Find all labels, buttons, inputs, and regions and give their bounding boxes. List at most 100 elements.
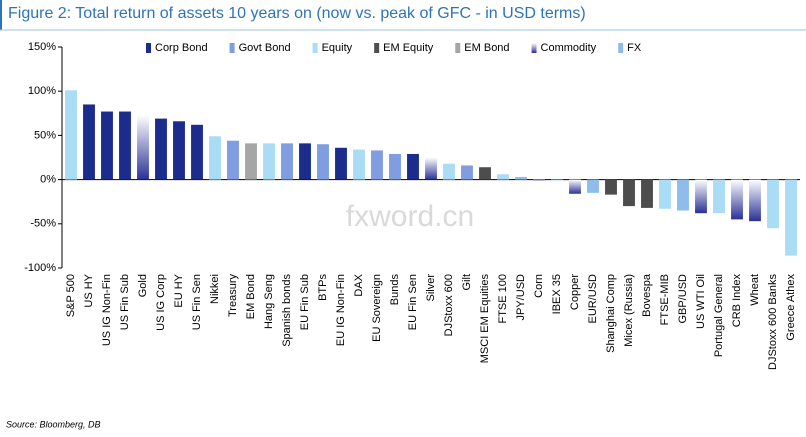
x-tick-label: Gilt	[461, 274, 473, 291]
legend-marker	[531, 43, 537, 53]
source: Source: Bloomberg, DB	[6, 419, 101, 429]
x-tick-label: US HY	[83, 273, 95, 307]
x-tick-label: MSCI EM Equities	[479, 274, 491, 364]
y-tick-label: -100%	[24, 262, 56, 274]
x-tick-label: US Fin Sen	[191, 274, 203, 330]
legend-label: Commodity	[541, 42, 597, 54]
x-tick-label: GBP/USD	[677, 274, 689, 324]
x-tick-label: DJStoxx 600	[443, 274, 455, 336]
x-tick-label: S&P 500	[65, 274, 77, 317]
legend-label: FX	[627, 42, 642, 54]
x-tick-label: EM Bond	[245, 274, 257, 319]
bar	[533, 179, 545, 181]
x-tick-label: Shanghai Comp	[605, 274, 617, 353]
bar	[407, 153, 419, 180]
x-tick-label: BTPs	[317, 274, 329, 301]
legend-marker	[455, 43, 461, 53]
bar	[119, 111, 131, 180]
x-tick-label: US Fin Sub	[119, 274, 131, 330]
x-tick-label: EU Sovereign	[371, 274, 383, 342]
bar	[155, 118, 167, 180]
bar	[731, 179, 743, 220]
bar	[83, 104, 95, 180]
bar	[227, 140, 239, 180]
x-tick-label: Treasury	[227, 274, 239, 317]
x-tick-label: IBEX 35	[551, 274, 563, 314]
bar	[587, 179, 599, 193]
bar	[317, 144, 329, 180]
legend-label: Equity	[322, 42, 353, 54]
x-tick-label: EUR/USD	[587, 274, 599, 324]
bar	[173, 121, 185, 180]
x-tick-label: FTSE-MIB	[659, 274, 671, 325]
bar	[713, 179, 725, 214]
bar	[335, 147, 347, 180]
x-tick-label: EU HY	[173, 273, 185, 307]
bar	[281, 143, 293, 180]
bar	[569, 179, 581, 194]
bar	[65, 90, 77, 180]
bar	[479, 167, 491, 180]
bar	[371, 150, 383, 180]
x-tick-label: FTSE 100	[497, 274, 509, 324]
bar	[425, 157, 437, 180]
x-tick-label: Wheat	[749, 274, 761, 306]
y-tick-label: 150%	[28, 41, 56, 53]
x-tick-label: Bunds	[389, 274, 401, 306]
x-tick-label: Hang Seng	[263, 274, 275, 329]
x-tick-label: Portugal General	[713, 274, 725, 357]
x-tick-label: Copper	[569, 274, 581, 310]
bar	[677, 179, 689, 211]
x-tick-label: Spanish bonds	[281, 274, 293, 347]
bar	[749, 179, 761, 222]
y-tick-label: 0%	[40, 174, 56, 186]
x-tick-label: US IG Corp	[155, 274, 167, 331]
x-tick-label: Bovespa	[641, 273, 653, 317]
bar	[461, 165, 473, 180]
legend-marker	[374, 43, 380, 53]
bar	[191, 124, 203, 180]
x-tick-label: US WTI Oil	[695, 274, 707, 329]
legend-label: Govt Bond	[239, 42, 291, 54]
legend-marker	[618, 43, 624, 53]
x-tick-label: Micex (Russia)	[623, 274, 635, 347]
bar	[209, 136, 221, 180]
title-accent	[0, 0, 2, 30]
legend-label: EM Equity	[383, 42, 434, 54]
bar	[641, 179, 653, 208]
x-tick-label: CRB Index	[731, 274, 743, 328]
x-tick-label: DJStoxx 600 Banks	[767, 274, 779, 370]
y-tick-label: 100%	[28, 85, 56, 97]
legend-label: Corp Bond	[155, 42, 208, 54]
legend-marker	[229, 43, 235, 53]
legend-label: EM Bond	[464, 42, 509, 54]
x-tick-label: Gold	[137, 274, 149, 297]
bar	[767, 179, 779, 229]
bar	[515, 176, 527, 180]
x-tick-label: EU Fin Sub	[299, 274, 311, 330]
bar	[623, 179, 635, 207]
bar	[497, 174, 509, 180]
bar	[101, 111, 113, 180]
x-tick-label: DAX	[353, 273, 365, 296]
bar	[137, 115, 149, 180]
legend-marker	[146, 43, 151, 53]
bar	[659, 179, 671, 209]
y-tick-label: -50%	[30, 218, 56, 230]
x-tick-label: JPY/USD	[515, 274, 527, 321]
watermark: fxword.cn	[346, 200, 474, 233]
bar	[785, 179, 797, 256]
bar	[389, 153, 401, 180]
x-tick-label: Corn	[533, 274, 545, 298]
x-tick-label: Greece Athex	[785, 274, 797, 341]
x-tick-label: Silver	[425, 274, 437, 302]
x-tick-label: Nikkei	[209, 274, 221, 304]
bar	[695, 179, 707, 214]
bar	[263, 143, 275, 180]
bar	[299, 143, 311, 180]
bar	[245, 143, 257, 180]
bar	[353, 149, 365, 180]
x-tick-label: EU Fin Sen	[407, 274, 419, 330]
chart-title: Figure 2: Total return of assets 10 year…	[8, 5, 586, 22]
